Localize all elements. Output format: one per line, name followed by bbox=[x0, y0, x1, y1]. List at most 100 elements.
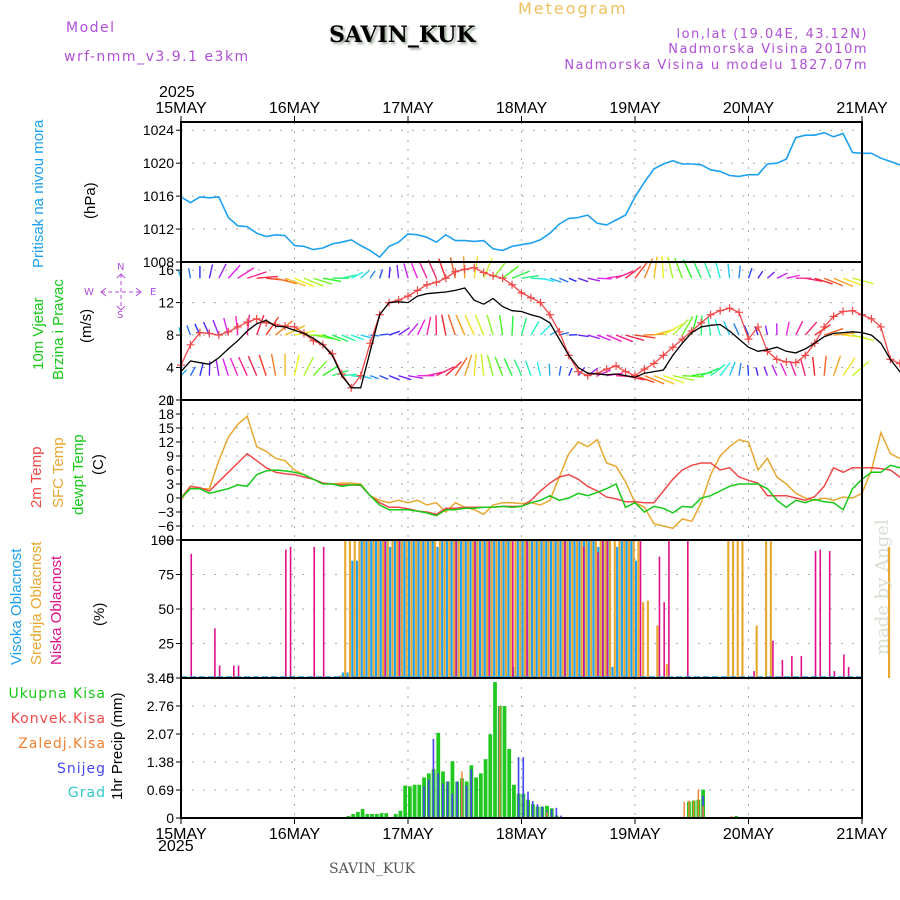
gust-marker bbox=[413, 286, 422, 295]
wind-arrow bbox=[615, 334, 634, 343]
wind-arrow bbox=[764, 325, 769, 336]
wind-arrow bbox=[351, 374, 365, 378]
wind-arrow bbox=[763, 366, 769, 376]
y-tick-label: 0.69 bbox=[147, 782, 174, 798]
wind-arrow bbox=[833, 332, 855, 336]
mid-cloud-bar bbox=[888, 546, 891, 678]
wind-arrow bbox=[403, 263, 409, 279]
y-tick-label: 1.38 bbox=[147, 754, 174, 770]
wind-arrow bbox=[710, 364, 726, 377]
wind-arrow bbox=[719, 362, 731, 377]
wind-arrow bbox=[672, 374, 695, 382]
gust-marker bbox=[252, 314, 261, 323]
wind-arrow bbox=[578, 277, 589, 283]
mid-cloud-bar bbox=[642, 602, 645, 678]
wind-arrow bbox=[625, 265, 642, 279]
wind-arrow bbox=[256, 314, 265, 336]
wind-arrow bbox=[227, 264, 241, 279]
gust-marker bbox=[195, 328, 204, 337]
rain-bar bbox=[474, 777, 478, 818]
y-tick-label: 18 bbox=[158, 406, 174, 422]
wind-arrow bbox=[587, 367, 599, 377]
wind-arrow bbox=[568, 367, 573, 376]
gust-marker bbox=[772, 355, 781, 364]
wind-arrow bbox=[800, 358, 806, 376]
year-top: 2025 bbox=[159, 84, 195, 101]
high-cloud-bar bbox=[341, 672, 344, 678]
wind-arrow bbox=[606, 334, 622, 343]
wind-arrow bbox=[625, 334, 645, 342]
wind-arrow bbox=[212, 319, 220, 336]
wind-arrow bbox=[378, 269, 384, 279]
wind-arrow bbox=[332, 334, 349, 343]
high-cloud-bar bbox=[493, 540, 496, 678]
high-cloud-bar bbox=[502, 540, 505, 678]
year-bottom: 2025 bbox=[158, 838, 194, 855]
mid-cloud-bar bbox=[656, 625, 659, 678]
wind-arrow bbox=[258, 354, 267, 376]
wind-arrow bbox=[313, 334, 333, 340]
mid-cloud-bar bbox=[509, 540, 512, 678]
mid-cloud-bar bbox=[481, 540, 484, 678]
snow-bar bbox=[522, 757, 525, 818]
mid-cloud-bar bbox=[377, 540, 380, 678]
rain-bar bbox=[493, 682, 497, 818]
low-cloud-bar bbox=[772, 640, 774, 678]
frz-rain-bar bbox=[683, 801, 685, 818]
low-cloud-bar bbox=[322, 546, 325, 678]
wind-arrow bbox=[388, 266, 391, 279]
x-tick-label-bottom: 20MAY bbox=[723, 826, 775, 843]
x-tick-label-top: 18MAY bbox=[496, 100, 548, 117]
gust-marker bbox=[441, 274, 450, 283]
wind-arrow bbox=[449, 257, 456, 279]
wind-arrow bbox=[833, 277, 854, 288]
wind-arrow bbox=[667, 256, 674, 279]
wind-arrow bbox=[780, 362, 787, 376]
gust-marker bbox=[621, 367, 630, 376]
wind-arrow bbox=[388, 374, 400, 381]
mid-cloud-bar bbox=[585, 540, 588, 678]
wind-arrow bbox=[738, 362, 742, 376]
high-cloud-bar bbox=[635, 560, 638, 678]
high-cloud-bar bbox=[611, 666, 614, 678]
rain-bar bbox=[403, 785, 408, 818]
wind-arrow bbox=[379, 375, 389, 380]
high-cloud-bar bbox=[408, 540, 411, 678]
gust-marker bbox=[489, 271, 498, 280]
gust-marker bbox=[791, 358, 800, 367]
gust-marker bbox=[668, 343, 677, 352]
compass-w: W bbox=[84, 287, 94, 298]
snow-bar bbox=[446, 781, 449, 818]
mid-cloud-bar bbox=[613, 540, 616, 678]
mid-cloud-bar bbox=[457, 540, 460, 678]
wind-arrow bbox=[587, 334, 600, 340]
mid-cloud-bar bbox=[575, 540, 579, 678]
high-cloud-bar bbox=[587, 540, 590, 678]
mid-cloud-bar bbox=[566, 540, 569, 678]
wind-arrow bbox=[270, 353, 277, 376]
mid-cloud-bar bbox=[424, 540, 427, 678]
compass-s: S bbox=[117, 310, 124, 321]
high-cloud-bar bbox=[507, 540, 510, 678]
gust-marker bbox=[820, 322, 829, 331]
wind-arrow bbox=[511, 316, 514, 336]
wind-arrow bbox=[524, 360, 532, 376]
wind-arrow bbox=[445, 361, 462, 377]
y-tick-label: 100 bbox=[151, 532, 175, 548]
x-tick-label-bottom: 16MAY bbox=[269, 826, 321, 843]
wind-arrow bbox=[715, 262, 721, 279]
legend-conv: Konvek.Kisa bbox=[10, 711, 106, 727]
mid-cloud-bar bbox=[571, 540, 574, 678]
y-tick-label: 6 bbox=[166, 462, 174, 478]
wind-arrow bbox=[473, 353, 477, 376]
low-cloud-bar bbox=[190, 553, 193, 678]
snow-bar bbox=[470, 769, 473, 818]
mid-cloud-bar bbox=[358, 540, 361, 678]
mid-cloud-bar bbox=[396, 540, 399, 678]
wind-arrow bbox=[795, 320, 804, 336]
high-cloud-bar bbox=[374, 540, 378, 678]
wind-arrow bbox=[530, 321, 540, 336]
rain-bar bbox=[365, 813, 370, 818]
snow-bar bbox=[550, 809, 553, 818]
wind-arrow bbox=[733, 323, 740, 336]
